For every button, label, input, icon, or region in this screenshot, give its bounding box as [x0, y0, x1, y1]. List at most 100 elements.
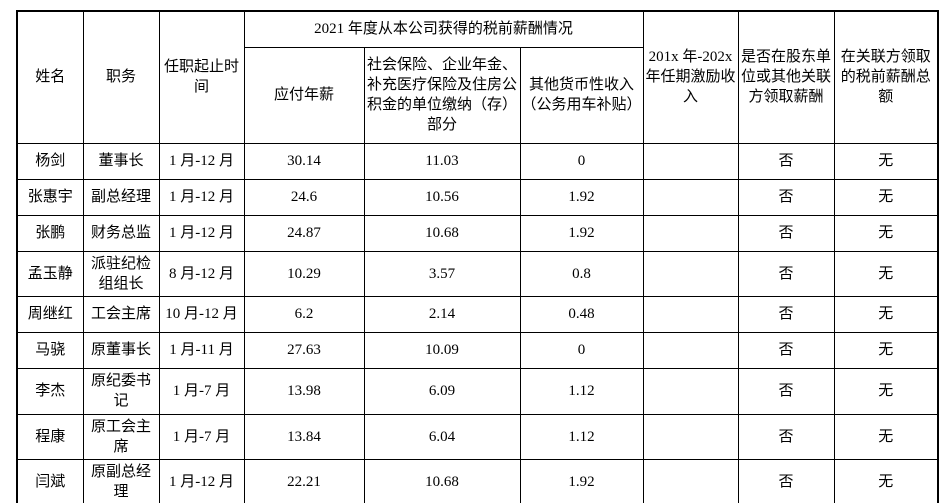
cell-annual-salary: 10.29: [243, 250, 365, 297]
cell-tenure: 10 月-12 月: [158, 296, 245, 333]
col-header-social-insurance: 社会保险、企业年金、补充医疗保险及住房公积金的单位缴纳（存）部分: [363, 46, 521, 144]
cell-social-insurance: 10.56: [363, 178, 521, 216]
cell-name: 张鹏: [16, 214, 84, 252]
cell-term-incentive: [642, 368, 739, 415]
cell-annual-salary: 13.84: [243, 413, 365, 460]
cell-annual-salary: 30.14: [243, 142, 365, 180]
cell-other-income: 1.92: [519, 214, 644, 252]
table-row: 周继红 工会主席 10 月-12 月 6.2 2.14 0.48 否 无: [16, 296, 939, 333]
col-header-term-incentive: 201x 年-202x 年任期激励收入: [642, 10, 739, 144]
cell-social-insurance: 10.68: [363, 214, 521, 252]
cell-social-insurance: 6.09: [363, 368, 521, 415]
cell-position: 财务总监: [82, 214, 160, 252]
cell-other-income: 0: [519, 142, 644, 180]
col-header-position: 职务: [82, 10, 160, 144]
cell-term-incentive: [642, 413, 739, 460]
cell-related-party-paid: 否: [737, 214, 835, 252]
col-header-related-party-total: 在关联方领取的税前薪酬总额: [833, 10, 939, 144]
cell-tenure: 1 月-12 月: [158, 178, 245, 216]
cell-tenure: 1 月-12 月: [158, 459, 245, 503]
cell-term-incentive: [642, 332, 739, 369]
cell-other-income: 0.48: [519, 296, 644, 333]
header-row-sub: 应付年薪 社会保险、企业年金、补充医疗保险及住房公积金的单位缴纳（存）部分 其他…: [17, 46, 938, 144]
cell-term-incentive: [642, 178, 739, 216]
cell-related-party-total: 无: [833, 214, 939, 252]
cell-name: 闫斌: [16, 459, 84, 503]
cell-name: 孟玉静: [16, 250, 84, 297]
cell-related-party-paid: 否: [737, 178, 835, 216]
cell-related-party-total: 无: [833, 250, 939, 297]
cell-related-party-total: 无: [833, 332, 939, 369]
cell-related-party-total: 无: [833, 142, 939, 180]
col-header-related-party-paid: 是否在股东单位或其他关联方领取薪酬: [737, 10, 835, 144]
cell-tenure: 1 月-12 月: [158, 142, 245, 180]
cell-social-insurance: 11.03: [363, 142, 521, 180]
cell-name: 周继红: [16, 296, 84, 333]
compensation-table: 姓名 职务 任职起止时间 2021 年度从本公司获得的税前薪酬情况 201x 年…: [16, 10, 940, 503]
cell-other-income: 1.12: [519, 368, 644, 415]
table-row: 李杰 原纪委书记 1 月-7 月 13.98 6.09 1.12 否 无: [16, 368, 939, 415]
cell-position: 原副总经理: [82, 459, 160, 503]
cell-annual-salary: 13.98: [243, 368, 365, 415]
cell-position: 派驻纪检组组长: [82, 250, 160, 297]
col-header-compensation-group: 2021 年度从本公司获得的税前薪酬情况: [243, 10, 644, 48]
cell-position: 原董事长: [82, 332, 160, 369]
cell-annual-salary: 22.21: [243, 459, 365, 503]
cell-name: 程康: [16, 413, 84, 460]
cell-term-incentive: [642, 296, 739, 333]
cell-related-party-paid: 否: [737, 368, 835, 415]
cell-position: 工会主席: [82, 296, 160, 333]
table-row: 闫斌 原副总经理 1 月-12 月 22.21 10.68 1.92 否 无: [16, 459, 939, 503]
cell-name: 马骁: [16, 332, 84, 369]
table-row: 马骁 原董事长 1 月-11 月 27.63 10.09 0 否 无: [16, 332, 939, 369]
cell-annual-salary: 27.63: [243, 332, 365, 369]
cell-annual-salary: 6.2: [243, 296, 365, 333]
cell-term-incentive: [642, 214, 739, 252]
cell-social-insurance: 6.04: [363, 413, 521, 460]
cell-name: 杨剑: [16, 142, 84, 180]
header-row-top: 姓名 职务 任职起止时间 2021 年度从本公司获得的税前薪酬情况 201x 年…: [16, 10, 939, 144]
cell-related-party-paid: 否: [737, 296, 835, 333]
cell-related-party-paid: 否: [737, 459, 835, 503]
cell-name: 张惠宇: [16, 178, 84, 216]
cell-name: 李杰: [16, 368, 84, 415]
cell-related-party-paid: 否: [737, 332, 835, 369]
cell-tenure: 8 月-12 月: [158, 250, 245, 297]
cell-tenure: 1 月-12 月: [158, 214, 245, 252]
cell-annual-salary: 24.6: [243, 178, 365, 216]
cell-related-party-paid: 否: [737, 413, 835, 460]
cell-other-income: 1.92: [519, 178, 644, 216]
table-row: 孟玉静 派驻纪检组组长 8 月-12 月 10.29 3.57 0.8 否 无: [16, 250, 939, 297]
cell-related-party-total: 无: [833, 296, 939, 333]
cell-term-incentive: [642, 142, 739, 180]
col-header-name: 姓名: [16, 10, 84, 144]
cell-related-party-total: 无: [833, 413, 939, 460]
table-row: 张鹏 财务总监 1 月-12 月 24.87 10.68 1.92 否 无: [16, 214, 939, 252]
table-row: 张惠宇 副总经理 1 月-12 月 24.6 10.56 1.92 否 无: [16, 178, 939, 216]
cell-tenure: 1 月-7 月: [158, 368, 245, 415]
cell-other-income: 1.92: [519, 459, 644, 503]
cell-related-party-total: 无: [833, 178, 939, 216]
cell-position: 副总经理: [82, 178, 160, 216]
table-row: 杨剑 董事长 1 月-12 月 30.14 11.03 0 否 无: [16, 142, 939, 180]
cell-tenure: 1 月-11 月: [158, 332, 245, 369]
cell-position: 董事长: [82, 142, 160, 180]
cell-term-incentive: [642, 250, 739, 297]
cell-term-incentive: [642, 459, 739, 503]
cell-position: 原纪委书记: [82, 368, 160, 415]
cell-other-income: 0.8: [519, 250, 644, 297]
cell-other-income: 0: [519, 332, 644, 369]
cell-social-insurance: 2.14: [363, 296, 521, 333]
cell-related-party-paid: 否: [737, 142, 835, 180]
cell-related-party-paid: 否: [737, 250, 835, 297]
cell-other-income: 1.12: [519, 413, 644, 460]
cell-annual-salary: 24.87: [243, 214, 365, 252]
table-row: 程康 原工会主席 1 月-7 月 13.84 6.04 1.12 否 无: [16, 413, 939, 460]
cell-related-party-total: 无: [833, 459, 939, 503]
cell-position: 原工会主席: [82, 413, 160, 460]
cell-tenure: 1 月-7 月: [158, 413, 245, 460]
cell-social-insurance: 10.09: [363, 332, 521, 369]
cell-related-party-total: 无: [833, 368, 939, 415]
cell-social-insurance: 3.57: [363, 250, 521, 297]
